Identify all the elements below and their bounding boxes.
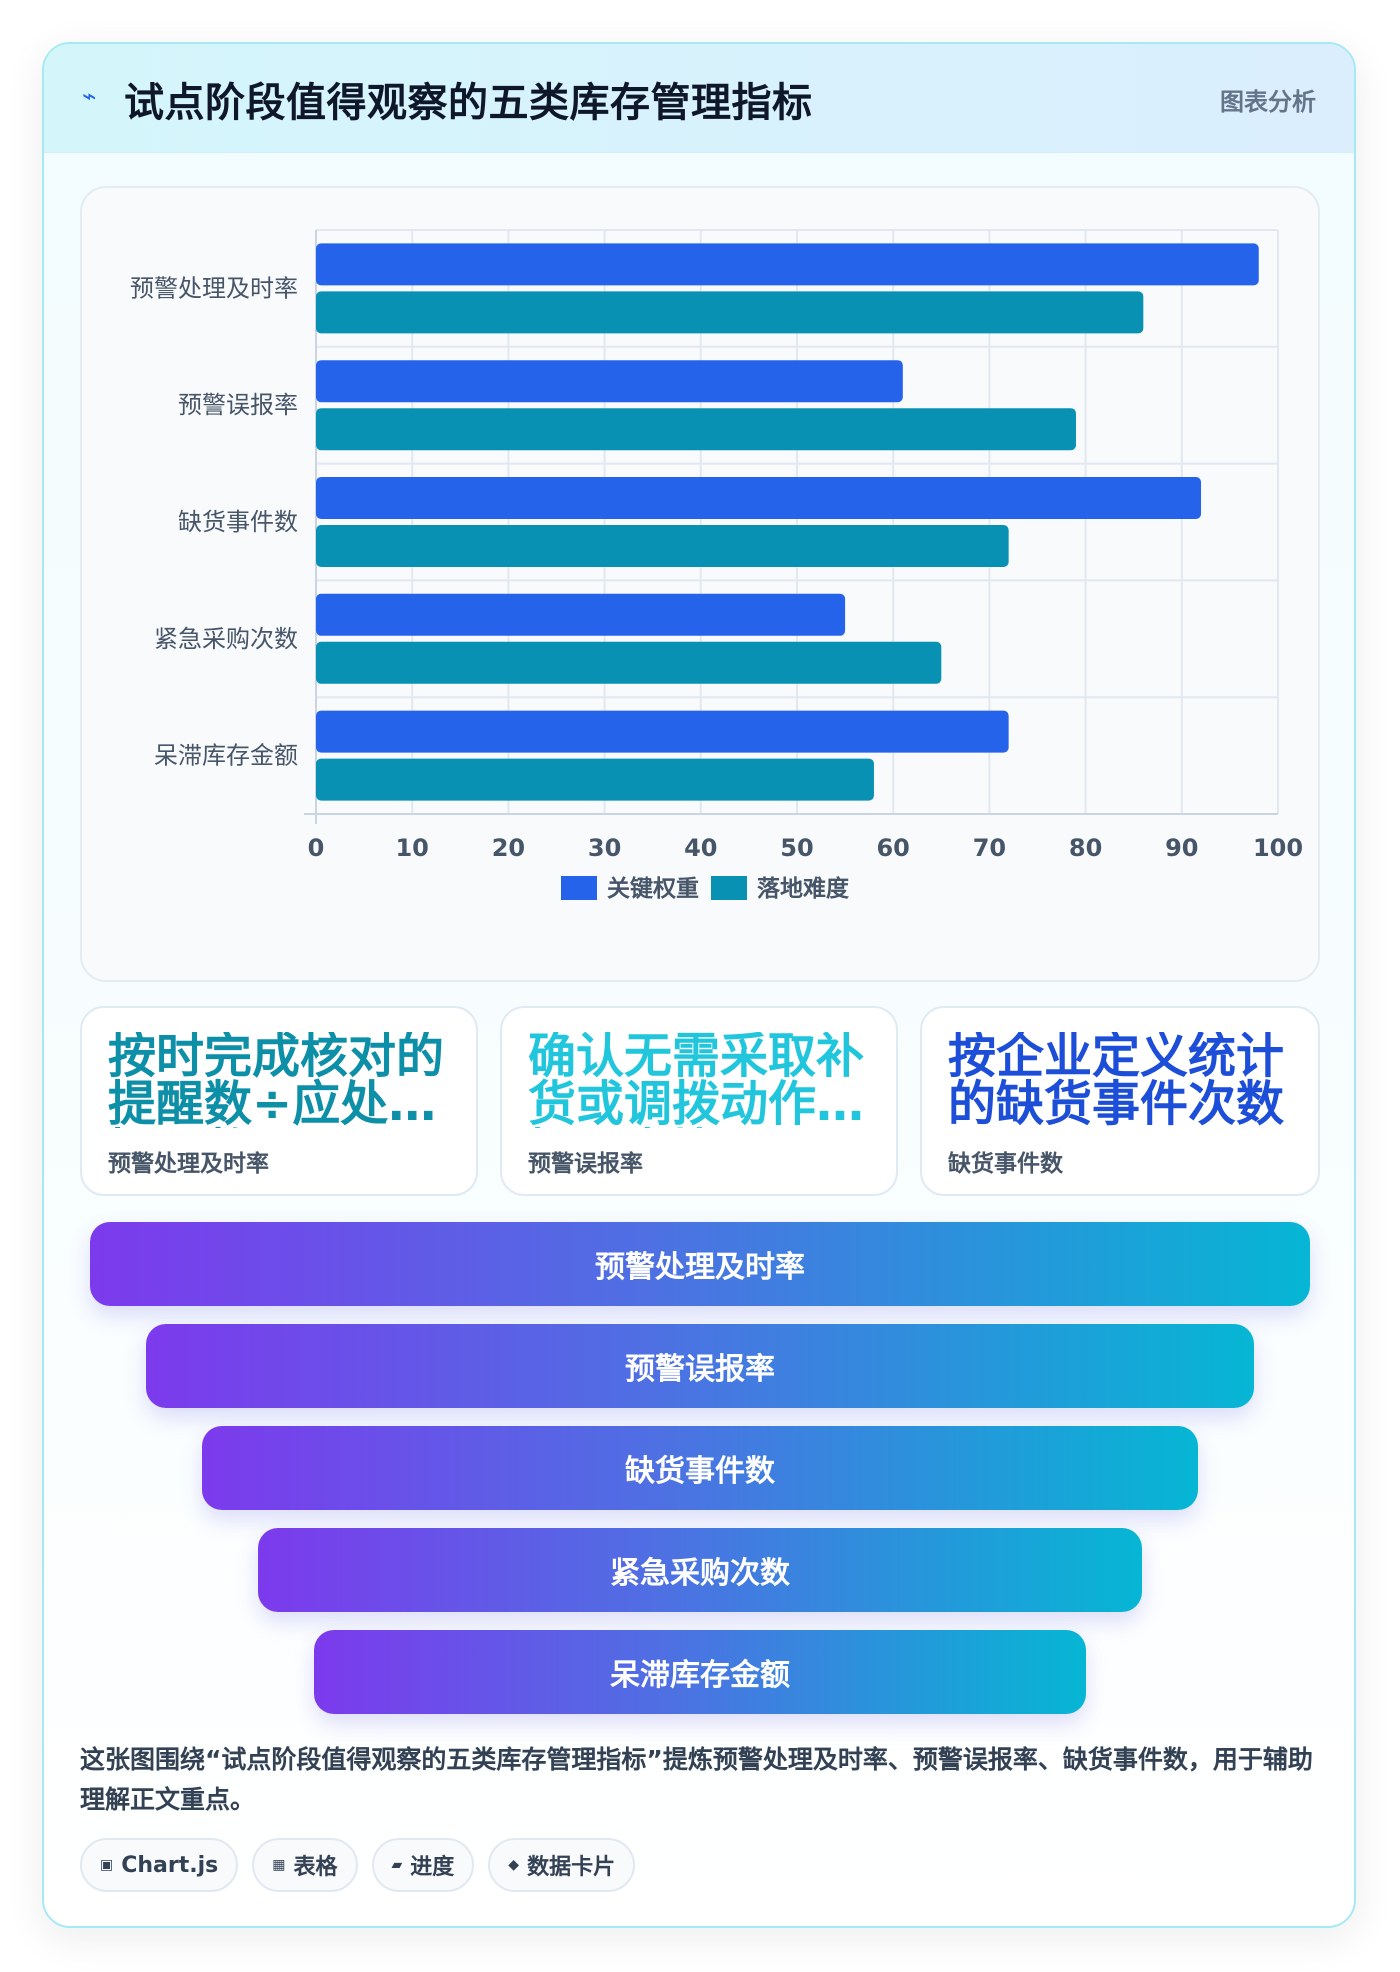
y-tick-label: 预警误报率 xyxy=(178,391,298,419)
y-tick-label: 呆滞库存金额 xyxy=(154,742,298,770)
stat-card-1: 按时完成核对的提醒数÷应处理提醒数 预警处理及时率 xyxy=(80,1006,478,1196)
bar-weight xyxy=(316,360,903,403)
funnel-step-5: 呆滞库存金额 xyxy=(314,1630,1086,1714)
tag-progress[interactable]: ▰ 进度 xyxy=(371,1838,475,1892)
stat-label: 预警误报率 xyxy=(528,1151,643,1177)
bar-difficulty xyxy=(316,641,942,684)
legend-swatch xyxy=(561,876,597,900)
legend-label: 关键权重 xyxy=(607,875,699,902)
bar-difficulty xyxy=(316,758,874,801)
bar-weight xyxy=(316,243,1259,286)
x-tick-label: 80 xyxy=(1069,834,1102,862)
chart-card: ⌁ 试点阶段值得观察的五类库存管理指标 图表分析 预警处理及时率 预警误报率 缺货事… xyxy=(42,42,1356,1928)
header-tag: 图表分析 xyxy=(1220,88,1316,116)
x-tick-label: 0 xyxy=(308,834,325,862)
tag-data-card[interactable]: ◆ 数据卡片 xyxy=(488,1838,636,1892)
stat-label: 预警处理及时率 xyxy=(108,1151,269,1177)
x-tick-label: 100 xyxy=(1253,834,1303,862)
y-tick-label: 预警处理及时率 xyxy=(130,274,298,302)
card-header: ⌁ 试点阶段值得观察的五类库存管理指标 图表分析 xyxy=(44,44,1354,153)
chart-caption: 这张图围绕“试点阶段值得观察的五类库存管理指标”提炼预警处理及时率、预警误报率、… xyxy=(80,1745,1313,1814)
legend-swatch xyxy=(711,876,747,900)
bar-difficulty xyxy=(316,525,1009,567)
tag-table[interactable]: ▦ 表格 xyxy=(252,1838,358,1892)
tag-list: ▣ Chart.js ▦ 表格 ▰ 进度 ◆ 数据卡片 xyxy=(80,1838,636,1892)
x-tick-label: 40 xyxy=(684,834,717,862)
bar-weight xyxy=(316,593,846,636)
lightning-icon: ⌁ xyxy=(82,82,97,110)
bar-weight xyxy=(316,477,1202,519)
x-tick-label: 60 xyxy=(876,834,909,862)
page-title: 试点阶段值得观察的五类库存管理指标 xyxy=(124,80,813,126)
x-tick-label: 20 xyxy=(492,834,525,862)
tag-label: 进度 xyxy=(410,1855,455,1880)
table-icon: ▦ xyxy=(272,1857,286,1873)
progress-icon: ▰ xyxy=(391,1857,403,1873)
x-tick-label: 10 xyxy=(395,834,428,862)
x-tick-label: 70 xyxy=(973,834,1006,862)
stat-label: 缺货事件数 xyxy=(948,1151,1063,1177)
tag-label: 数据卡片 xyxy=(527,1855,616,1880)
funnel-step-3: 缺货事件数 xyxy=(202,1426,1198,1510)
stat-value: 确认无需采取补货或调拨动作的提醒占比 xyxy=(528,1032,865,1128)
tag-label: 表格 xyxy=(293,1855,338,1880)
bar-weight xyxy=(316,710,1009,753)
stat-card-3: 按企业定义统计的缺货事件次数 缺货事件数 xyxy=(920,1006,1320,1196)
chart-panel: 预警处理及时率预警误报率缺货事件数紧急采购次数 呆滞库存金额 0 10 20 30 40 50… xyxy=(80,186,1320,982)
chart-icon: ▣ xyxy=(100,1857,114,1873)
funnel-step-2: 预警误报率 xyxy=(146,1324,1254,1408)
x-tick-label: 50 xyxy=(780,834,813,862)
stat-value: 按企业定义统计的缺货事件次数 xyxy=(948,1032,1285,1128)
x-tick-label: 30 xyxy=(588,834,621,862)
tag-label: Chart.js xyxy=(121,1852,219,1878)
funnel-step-1: 预警处理及时率 xyxy=(90,1222,1310,1306)
funnel-step-4: 紧急采购次数 xyxy=(258,1528,1142,1612)
bar-difficulty xyxy=(316,408,1076,451)
x-tick-label: 90 xyxy=(1165,834,1198,862)
bar-difficulty xyxy=(316,291,1144,334)
y-tick-label: 紧急采购次数 xyxy=(154,625,298,653)
diamond-icon: ◆ xyxy=(508,1857,520,1873)
stat-value: 按时完成核对的提醒数÷应处理提醒数 xyxy=(108,1032,445,1128)
y-tick-label: 缺货事件数 xyxy=(178,508,298,536)
tag-chartjs[interactable]: ▣ Chart.js xyxy=(80,1838,239,1892)
stat-card-2: 确认无需采取补货或调拨动作的提醒占比 预警误报率 xyxy=(500,1006,898,1196)
legend-label: 落地难度 xyxy=(757,875,850,902)
